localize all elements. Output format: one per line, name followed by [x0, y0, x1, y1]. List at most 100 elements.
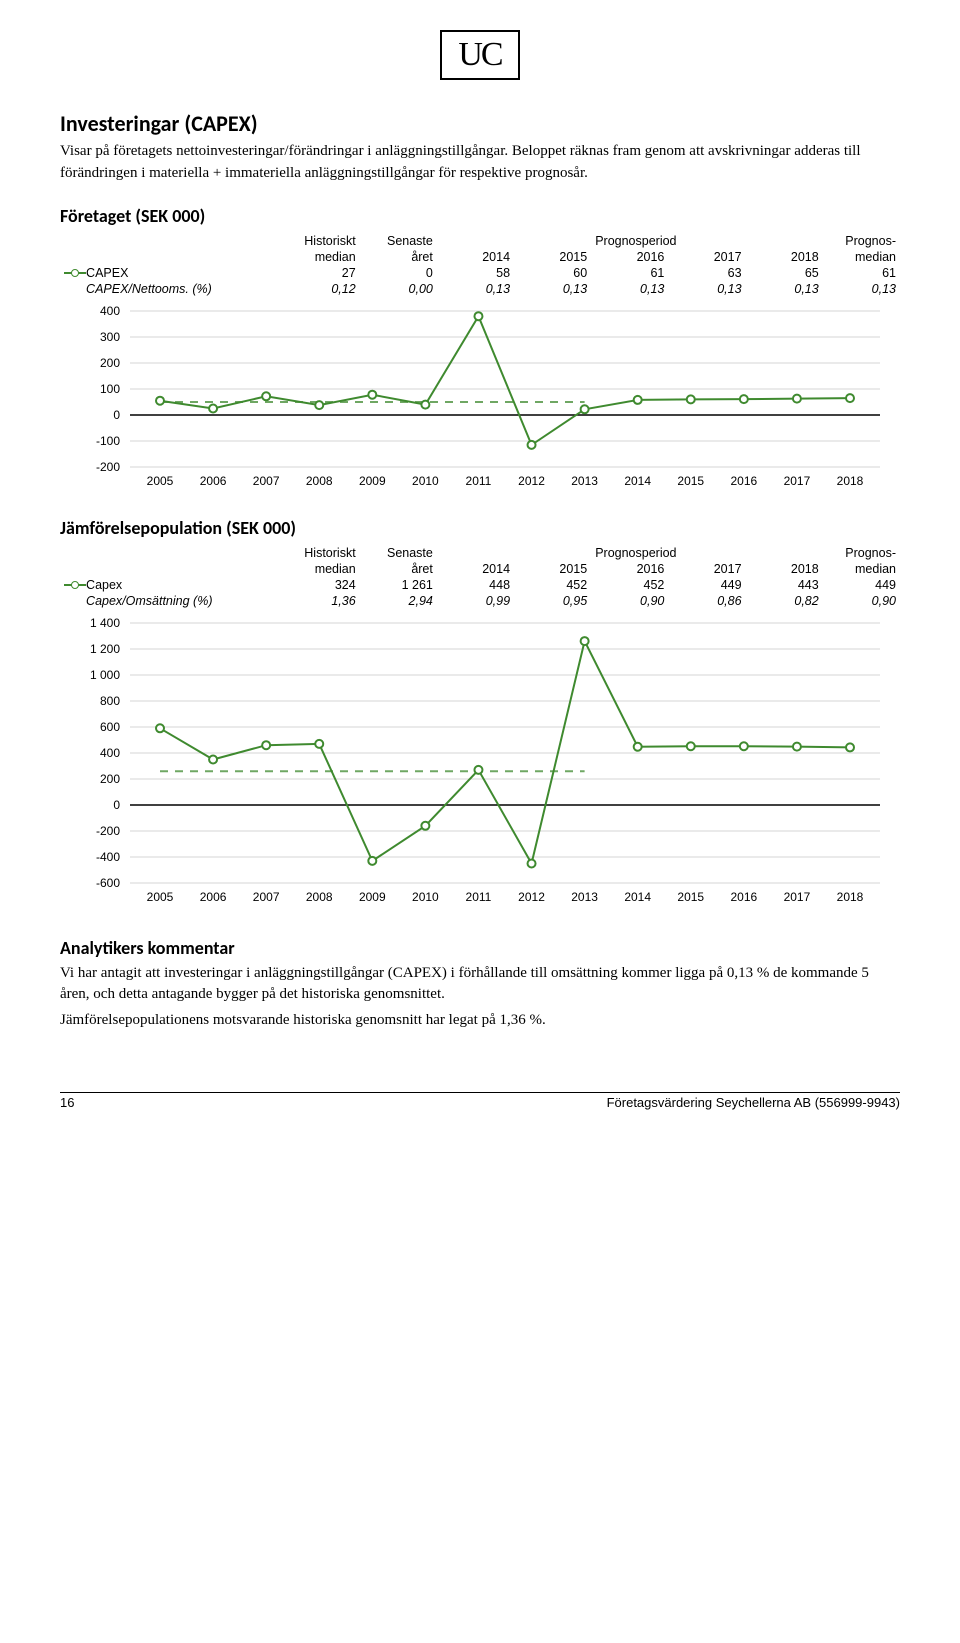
data-point [421, 821, 429, 829]
table-cell: 0,00 [360, 281, 437, 297]
data-point [581, 405, 589, 413]
line-chart: 1 4001 2001 0008006004002000-200-400-600… [60, 613, 900, 913]
x-tick-label: 2006 [200, 474, 227, 488]
table-cell: 0,13 [668, 281, 745, 297]
table-cell: 27 [283, 265, 360, 281]
data-point [474, 312, 482, 320]
y-tick-label: 400 [100, 746, 120, 760]
x-tick-label: 2006 [200, 890, 227, 904]
table-cell: 324 [283, 577, 360, 593]
comment-p2: Jämförelsepopulationens motsvarande hist… [60, 1010, 900, 1032]
table-cell: 0,90 [591, 593, 668, 609]
data-point [262, 392, 270, 400]
table-cell: 448 [437, 577, 514, 593]
x-tick-label: 2009 [359, 474, 386, 488]
data-point [315, 739, 323, 747]
table-cell: 452 [514, 577, 591, 593]
table-cell: 449 [668, 577, 745, 593]
table-cell: 0,90 [823, 593, 900, 609]
y-tick-label: 1 400 [90, 616, 120, 630]
y-tick-label: -200 [96, 824, 120, 838]
row-label: CAPEX [82, 265, 282, 281]
data-point [793, 394, 801, 402]
table-cell: 63 [668, 265, 745, 281]
series-marker-icon [64, 268, 86, 278]
y-tick-label: -400 [96, 850, 120, 864]
table-cell: 0,13 [746, 281, 823, 297]
y-tick-label: -100 [96, 434, 120, 448]
y-tick-label: 0 [113, 798, 120, 812]
table-cell: 2,94 [360, 593, 437, 609]
data-point [528, 440, 536, 448]
y-tick-label: 200 [100, 356, 120, 370]
section-title: Investeringar (CAPEX) [60, 110, 900, 137]
x-tick-label: 2018 [837, 474, 864, 488]
table-cell: 61 [823, 265, 900, 281]
data-point [421, 400, 429, 408]
table-cell: 0,13 [591, 281, 668, 297]
data-point [368, 390, 376, 398]
section-description: Visar på företagets nettoinvesteringar/f… [60, 141, 900, 185]
footer-doc-title: Företagsvärdering Seychellerna AB (55699… [607, 1095, 900, 1110]
x-tick-label: 2011 [466, 474, 492, 488]
x-tick-label: 2007 [253, 474, 280, 488]
x-tick-label: 2012 [518, 474, 545, 488]
x-tick-label: 2010 [412, 474, 439, 488]
table-cell: 0,13 [437, 281, 514, 297]
x-tick-label: 2012 [518, 890, 545, 904]
data-point [209, 755, 217, 763]
x-tick-label: 2007 [253, 890, 280, 904]
comment-title: Analytikers kommentar [60, 937, 900, 959]
row-label: CAPEX/Nettooms. (%) [82, 281, 282, 297]
data-table: HistorisktSenastePrognosperiodPrognos-me… [60, 233, 900, 297]
x-tick-label: 2014 [624, 890, 651, 904]
data-point [156, 724, 164, 732]
x-tick-label: 2013 [571, 890, 598, 904]
y-tick-label: 300 [100, 330, 120, 344]
data-point [581, 637, 589, 645]
data-point [209, 404, 217, 412]
x-tick-label: 2010 [412, 890, 439, 904]
table-cell: 0,86 [668, 593, 745, 609]
x-tick-label: 2017 [784, 474, 811, 488]
table-cell: 61 [591, 265, 668, 281]
x-tick-label: 2014 [624, 474, 651, 488]
data-point [474, 765, 482, 773]
page: UC Investeringar (CAPEX) Visar på företa… [0, 0, 960, 1130]
x-tick-label: 2018 [837, 890, 864, 904]
table2-title: Jämförelsepopulation (SEK 000) [60, 517, 900, 539]
data-point [634, 395, 642, 403]
table-cell: 1 261 [360, 577, 437, 593]
table-cell: 452 [591, 577, 668, 593]
series-marker-icon [64, 580, 86, 590]
table-cell: 0,13 [823, 281, 900, 297]
x-tick-label: 2015 [677, 890, 704, 904]
page-footer: 16 Företagsvärdering Seychellerna AB (55… [60, 1092, 900, 1110]
x-tick-label: 2009 [359, 890, 386, 904]
data-point [262, 741, 270, 749]
x-tick-label: 2015 [677, 474, 704, 488]
y-tick-label: 200 [100, 772, 120, 786]
y-tick-label: -600 [96, 876, 120, 890]
data-point [687, 395, 695, 403]
data-point [315, 401, 323, 409]
y-tick-label: 100 [100, 382, 120, 396]
comment-p1: Vi har antagit att investeringar i anläg… [60, 963, 900, 1007]
table-cell: 60 [514, 265, 591, 281]
x-tick-label: 2017 [784, 890, 811, 904]
table-cell: 0,95 [514, 593, 591, 609]
line-chart: 4003002001000-100-2002005200620072008200… [60, 301, 900, 497]
data-point [740, 395, 748, 403]
y-tick-label: 800 [100, 694, 120, 708]
table1-title: Företaget (SEK 000) [60, 205, 900, 227]
x-tick-label: 2005 [147, 890, 174, 904]
x-tick-label: 2013 [571, 474, 598, 488]
y-tick-label: 0 [113, 408, 120, 422]
x-tick-label: 2016 [730, 474, 757, 488]
x-tick-label: 2011 [466, 890, 492, 904]
y-tick-label: 1 000 [90, 668, 120, 682]
data-point [368, 856, 376, 864]
y-tick-label: 400 [100, 304, 120, 318]
table-cell: 1,36 [283, 593, 360, 609]
row-label: Capex [82, 577, 282, 593]
